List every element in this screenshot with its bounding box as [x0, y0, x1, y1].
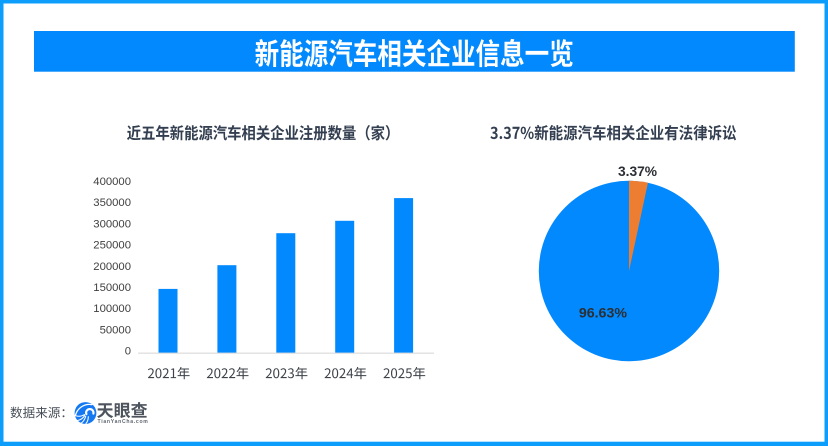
svg-text:150000: 150000 — [93, 282, 131, 294]
svg-text:96.63%: 96.63% — [579, 305, 628, 321]
svg-text:50000: 50000 — [100, 324, 131, 336]
svg-text:TianYanCha.com: TianYanCha.com — [98, 419, 149, 425]
svg-text:100000: 100000 — [93, 303, 131, 315]
svg-text:0: 0 — [125, 346, 131, 358]
svg-text:400000: 400000 — [93, 176, 131, 188]
svg-text:250000: 250000 — [93, 240, 131, 252]
svg-text:300000: 300000 — [93, 218, 131, 230]
svg-text:200000: 200000 — [93, 261, 131, 273]
svg-text:3.37%: 3.37% — [618, 164, 657, 179]
svg-text:350000: 350000 — [93, 197, 131, 209]
